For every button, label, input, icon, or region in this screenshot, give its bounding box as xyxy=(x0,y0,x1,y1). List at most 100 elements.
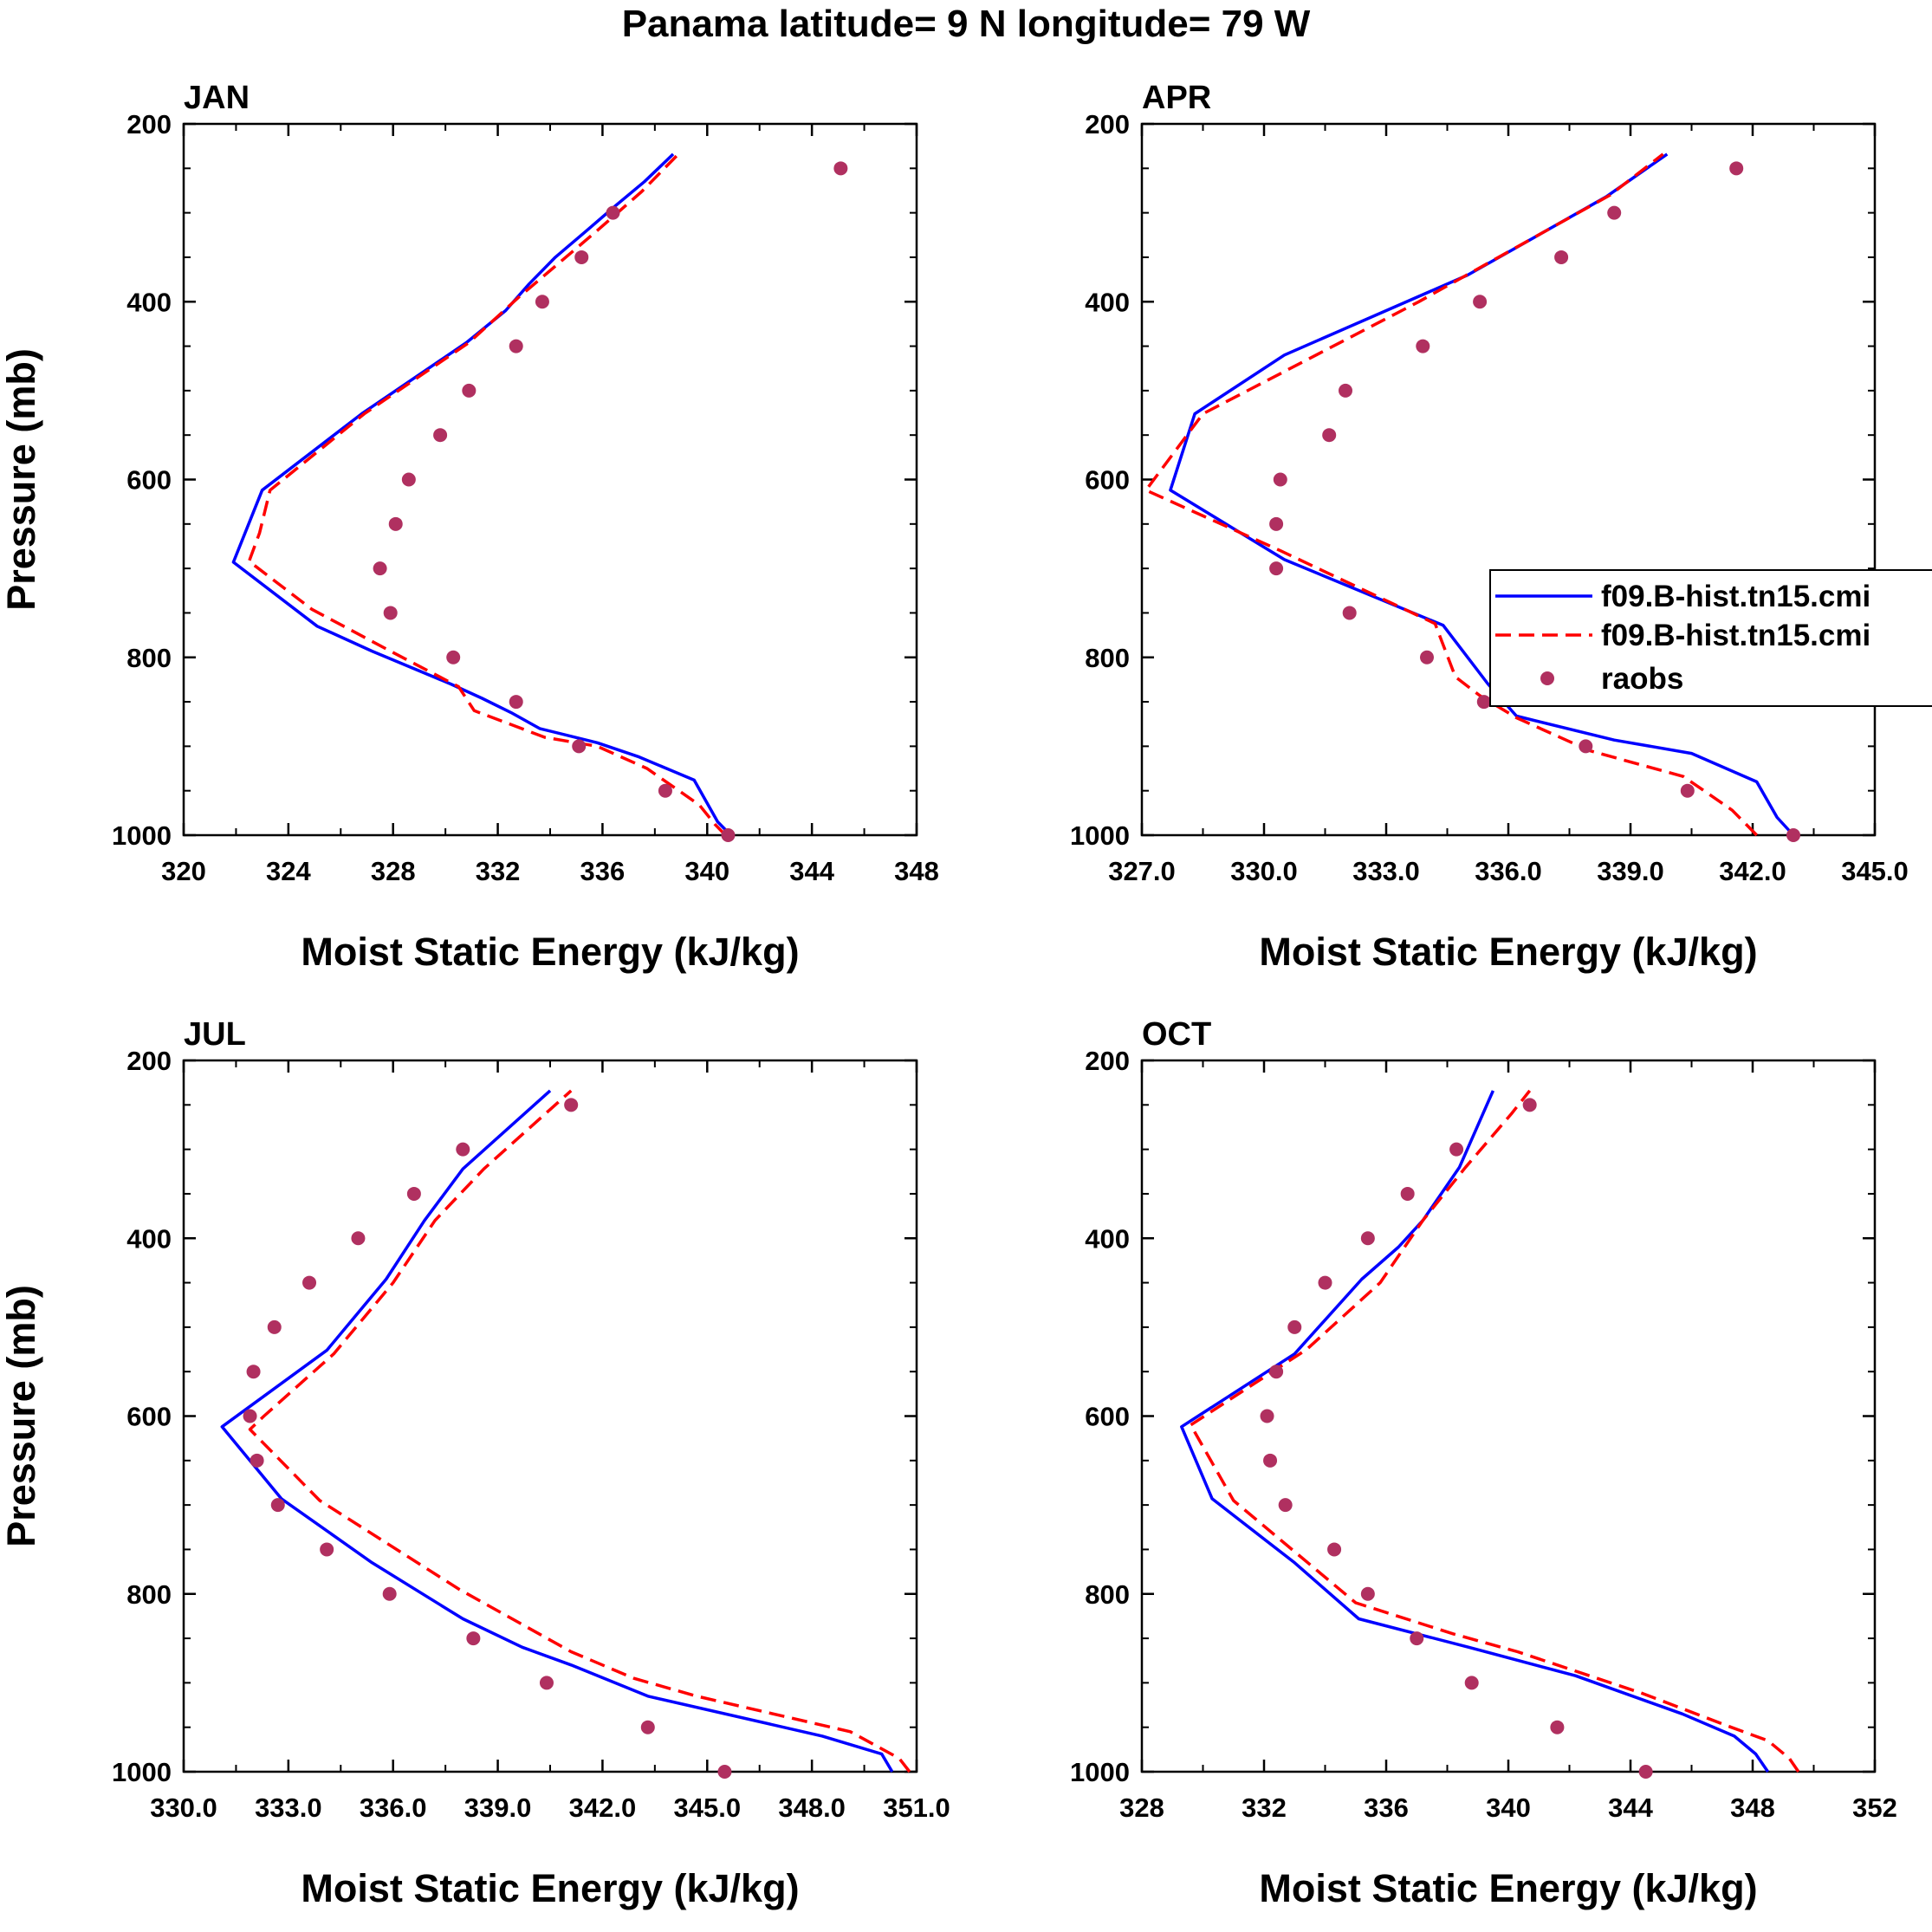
x-tick-label-jan: 348 xyxy=(894,856,939,886)
x-tick-label-oct: 336 xyxy=(1364,1793,1409,1823)
raobs-point-jul xyxy=(351,1231,366,1246)
x-tick-label-jan: 340 xyxy=(684,856,729,886)
raobs-point-oct xyxy=(1260,1409,1274,1423)
raobs-point-apr xyxy=(1786,828,1800,842)
plot-frame-apr xyxy=(1140,122,1877,837)
raobs-point-apr xyxy=(1416,339,1430,353)
x-axis-title-jan: Moist Static Energy (kJ/kg) xyxy=(301,930,799,974)
raobs-point-jul xyxy=(250,1453,264,1468)
raobs-point-apr xyxy=(1339,383,1352,398)
panel-title-jul: JUL xyxy=(184,1016,246,1053)
raobs-point-jan xyxy=(574,250,589,264)
y-tick-label-apr: 200 xyxy=(1085,109,1130,139)
x-tick-label-jul: 342.0 xyxy=(569,1793,637,1823)
y-tick-label-jul: 800 xyxy=(126,1579,172,1610)
legend-label-raobs: raobs xyxy=(1601,662,1683,696)
x-tick-label-jan: 320 xyxy=(161,856,206,886)
raobs-point-jan xyxy=(721,828,736,842)
panel-title-jan: JAN xyxy=(184,80,250,116)
x-tick-label-oct: 352 xyxy=(1852,1793,1897,1823)
x-tick-label-jan: 328 xyxy=(371,856,416,886)
legend-label-solid: f09.B-hist.tn15.cmi xyxy=(1601,580,1870,613)
raobs-point-oct xyxy=(1449,1142,1464,1157)
x-axis-title-jul: Moist Static Energy (kJ/kg) xyxy=(301,1866,799,1910)
raobs-point-oct xyxy=(1400,1186,1415,1201)
legend-marker-swatch xyxy=(1540,671,1554,685)
raobs-point-oct xyxy=(1638,1765,1653,1779)
y-tick-label-apr: 800 xyxy=(1085,643,1130,673)
raobs-point-oct xyxy=(1410,1631,1424,1646)
x-tick-label-jul: 351.0 xyxy=(883,1793,950,1823)
y-tick-label-jul: 400 xyxy=(126,1223,172,1254)
y-tick-label-oct: 600 xyxy=(1085,1402,1130,1432)
plot-frame-oct xyxy=(1140,1059,1877,1773)
x-tick-label-jan: 332 xyxy=(476,856,521,886)
raobs-point-jul xyxy=(539,1676,554,1690)
raobs-point-oct xyxy=(1522,1098,1537,1112)
raobs-point-jan xyxy=(535,295,549,309)
y-tick-label-oct: 1000 xyxy=(1070,1757,1130,1787)
y-tick-label-jan: 600 xyxy=(126,465,172,496)
dashed-series-line-oct xyxy=(1189,1089,1800,1773)
panel-title-oct: OCT xyxy=(1142,1016,1211,1053)
x-tick-label-apr: 345.0 xyxy=(1841,856,1909,886)
raobs-point-oct xyxy=(1550,1720,1565,1734)
x-axis-title-apr: Moist Static Energy (kJ/kg) xyxy=(1259,930,1757,974)
raobs-point-jul xyxy=(640,1720,655,1734)
raobs-point-jan xyxy=(373,561,387,576)
legend: f09.B-hist.tn15.cmi f09.B-hist.tn15.cmi … xyxy=(1489,569,1932,707)
x-tick-label-oct: 340 xyxy=(1486,1793,1531,1823)
solid-series-line-oct xyxy=(1180,1090,1770,1773)
x-tick-label-apr: 333.0 xyxy=(1352,856,1420,886)
raobs-point-jul xyxy=(564,1098,579,1112)
raobs-point-jul xyxy=(246,1365,261,1379)
raobs-point-jan xyxy=(509,695,523,710)
legend-label-dashed: f09.B-hist.tn15.cmi xyxy=(1601,619,1870,652)
raobs-point-apr xyxy=(1420,650,1434,665)
raobs-point-jan xyxy=(388,516,403,531)
raobs-point-jan xyxy=(509,339,523,353)
y-tick-label-apr: 600 xyxy=(1085,465,1130,496)
raobs-point-apr xyxy=(1607,205,1622,220)
raobs-point-jan xyxy=(401,472,416,487)
x-tick-label-oct: 332 xyxy=(1242,1793,1287,1823)
figure-title: Panama latitude= 9 N longitude= 79 W xyxy=(622,3,1311,45)
dashed-series-line-apr xyxy=(1144,152,1758,837)
x-tick-label-apr: 327.0 xyxy=(1108,856,1176,886)
raobs-point-apr xyxy=(1476,695,1491,710)
y-tick-label-oct: 800 xyxy=(1085,1579,1130,1610)
raobs-point-jan xyxy=(383,606,398,620)
raobs-point-jul xyxy=(382,1586,397,1601)
raobs-point-oct xyxy=(1360,1586,1375,1601)
x-tick-label-jul: 348.0 xyxy=(778,1793,846,1823)
raobs-point-apr xyxy=(1554,250,1569,264)
y-tick-label-oct: 400 xyxy=(1085,1223,1130,1254)
x-tick-label-apr: 342.0 xyxy=(1719,856,1786,886)
raobs-point-apr xyxy=(1680,783,1695,798)
x-tick-label-oct: 348 xyxy=(1730,1793,1775,1823)
raobs-point-jan xyxy=(433,428,448,443)
raobs-point-apr xyxy=(1269,516,1284,531)
raobs-point-apr xyxy=(1729,161,1744,176)
raobs-point-jul xyxy=(320,1542,334,1557)
panel-apr: APR 327.0 330.0 333.0 336.0 339.0 342.0 345.0 20… xyxy=(1070,80,1909,974)
raobs-point-apr xyxy=(1269,561,1284,576)
y-tick-label-oct: 200 xyxy=(1085,1046,1130,1076)
raobs-point-oct xyxy=(1287,1319,1302,1334)
panel-jan: JAN 320 324 328 332 336 340 344 348 200 400 600 800 1… xyxy=(0,80,939,974)
x-tick-label-oct: 344 xyxy=(1608,1793,1653,1823)
raobs-point-jul xyxy=(302,1275,317,1290)
raobs-point-apr xyxy=(1322,428,1337,443)
solid-series-line-apr xyxy=(1169,152,1795,837)
y-tick-label-jan: 800 xyxy=(126,643,172,673)
raobs-point-oct xyxy=(1318,1275,1332,1290)
x-axis-title-oct: Moist Static Energy (kJ/kg) xyxy=(1259,1866,1757,1910)
y-axis-title-jan: Pressure (mb) xyxy=(0,348,43,611)
raobs-point-oct xyxy=(1360,1231,1375,1246)
panel-jul: JUL 330.0 333.0 336.0 339.0 342.0 345.0 348.0 35… xyxy=(0,1016,950,1910)
x-tick-label-jul: 336.0 xyxy=(360,1793,427,1823)
raobs-point-jan xyxy=(446,650,461,665)
plot-frame-jul xyxy=(182,1059,918,1773)
raobs-point-jul xyxy=(466,1631,481,1646)
raobs-point-jul xyxy=(456,1142,470,1157)
